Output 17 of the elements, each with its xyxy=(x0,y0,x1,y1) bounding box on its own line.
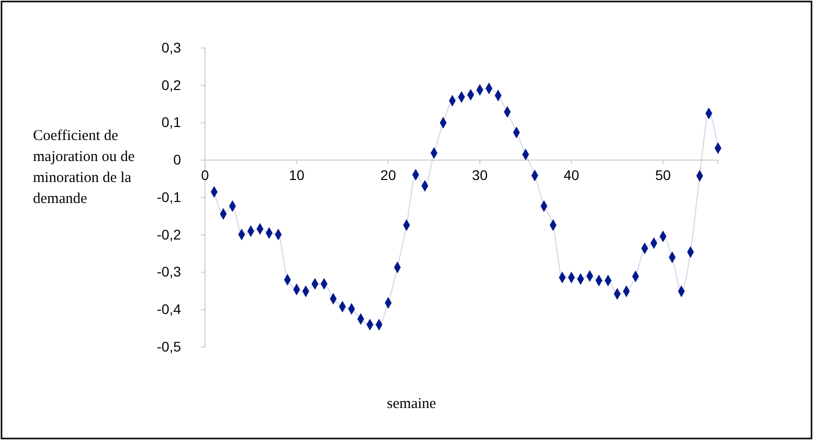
y-tick-label: -0,5 xyxy=(156,338,182,354)
y-axis-title: Coefficient de majoration ou de minoration de la demande xyxy=(33,128,135,207)
y-tick-label: 0 xyxy=(173,152,182,168)
x-tick-label: 30 xyxy=(472,167,488,184)
x-tick-label: 50 xyxy=(655,167,672,184)
x-tick-label: 20 xyxy=(380,167,396,184)
x-tick-label: 10 xyxy=(288,167,305,184)
y-tick-label: 0,2 xyxy=(162,76,182,93)
x-tick-label: 40 xyxy=(564,167,580,184)
y-tick-label: 0,1 xyxy=(162,114,182,130)
y-tick-label: 0,3 xyxy=(162,39,182,56)
y-tick-label: -0,1 xyxy=(156,188,182,205)
y-tick-label: -0,2 xyxy=(156,226,182,242)
y-tick-label: -0,4 xyxy=(156,301,182,318)
x-tick-label: 0 xyxy=(201,167,210,184)
y-tick-label: -0,3 xyxy=(156,264,182,280)
x-axis-title: semaine xyxy=(386,396,436,412)
